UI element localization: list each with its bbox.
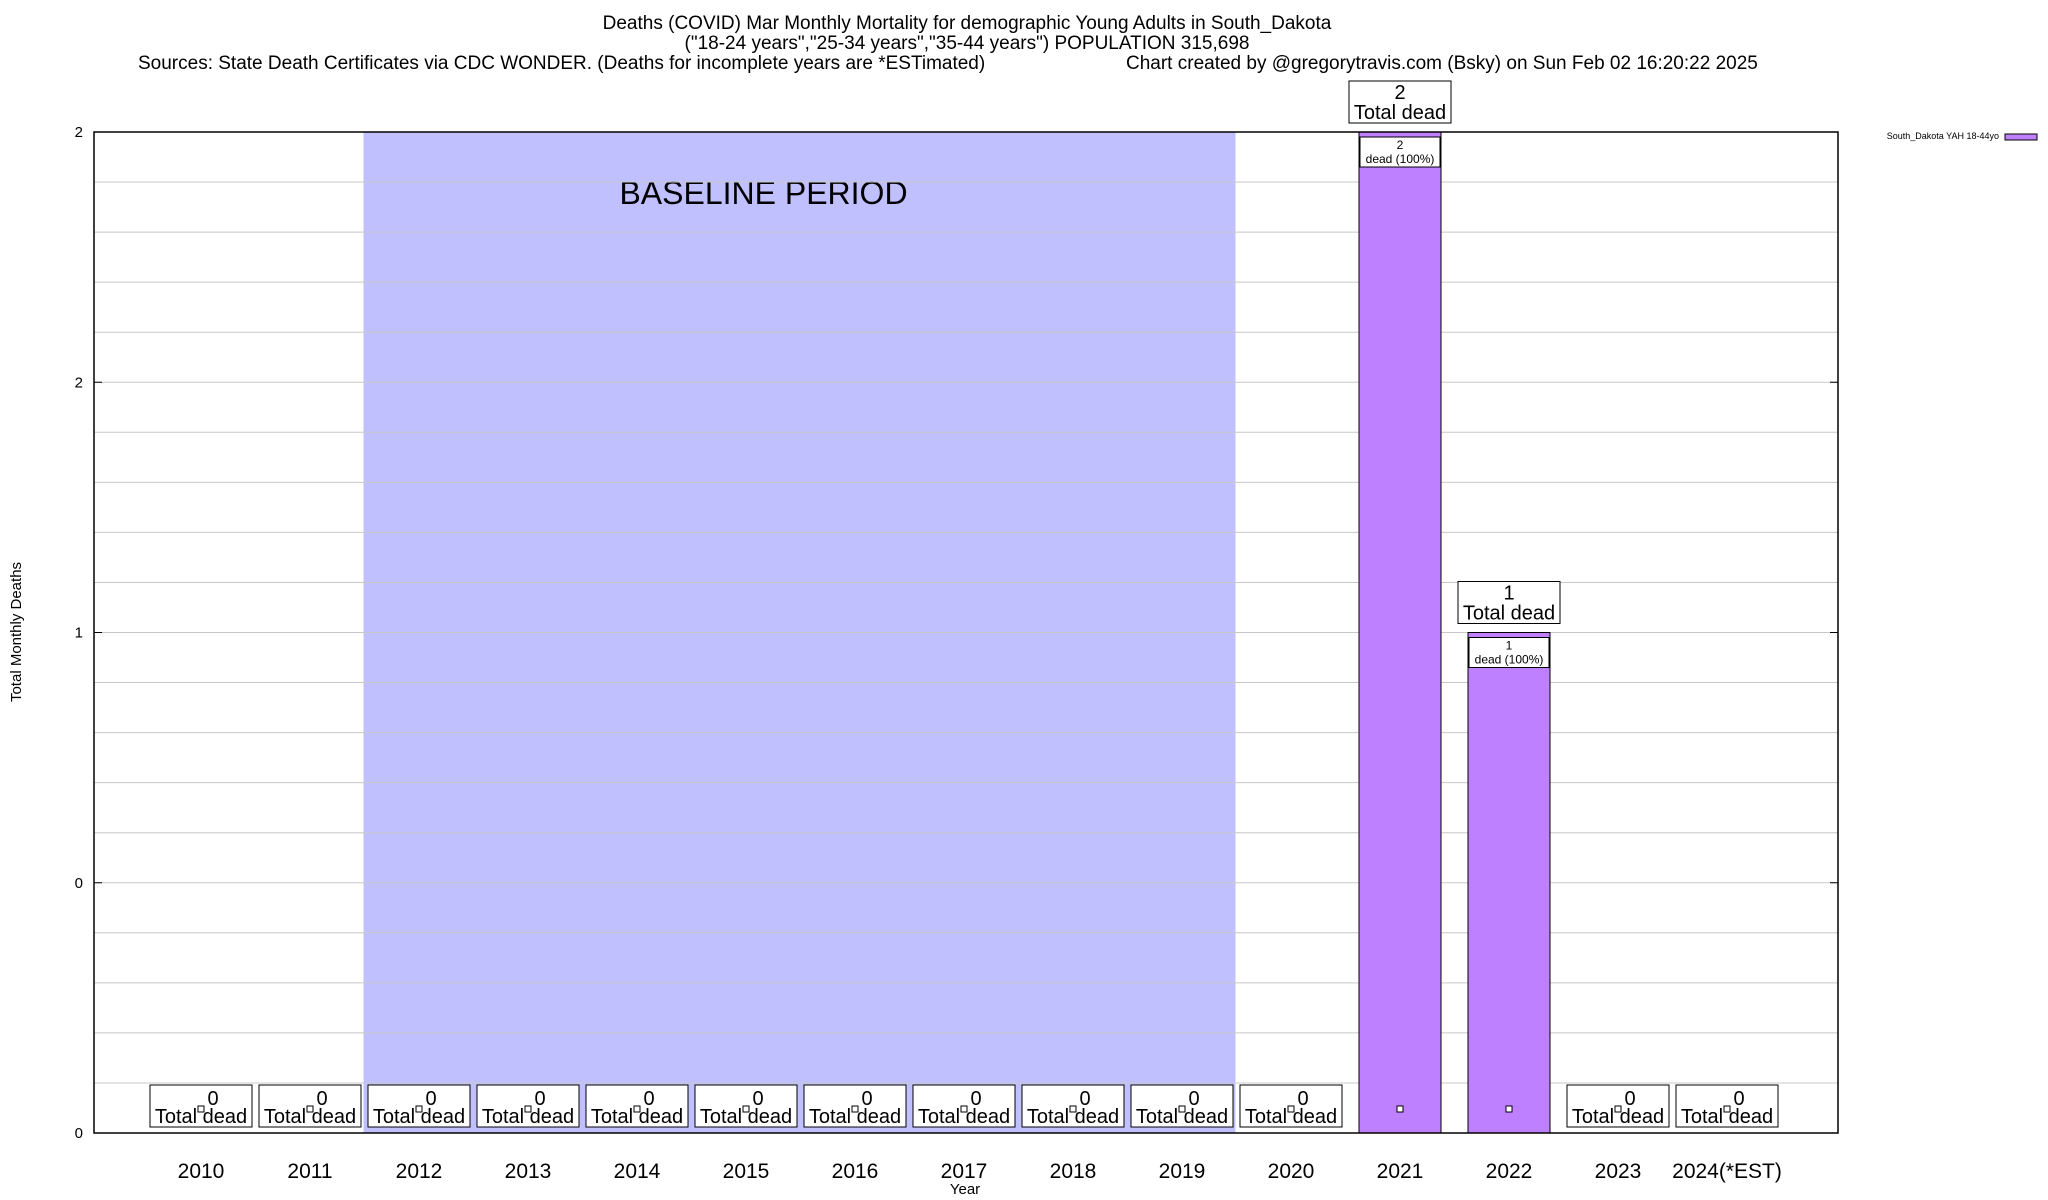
inner-label-count: 1 [1506,639,1513,653]
total-label-caption: Total dead [155,1106,247,1128]
inner-label-box [1359,136,1441,168]
x-tick-label: 2017 [941,1160,988,1183]
inner-label-count: 2 [1397,138,1404,152]
x-marker [960,1105,968,1113]
x-tick-label: 2020 [1268,1160,1315,1183]
total-label-value: 0 [207,1088,218,1110]
total-label-caption: Total dead [1572,1106,1664,1128]
total-label-value: 0 [1188,1088,1199,1110]
x-marker [1178,1105,1186,1113]
x-marker [524,1105,532,1113]
x-tick-label: 2019 [1159,1160,1206,1183]
total-label-caption: Total dead [918,1106,1010,1128]
x-marker [197,1105,205,1113]
inner-label-text: dead (100%) [1366,152,1435,166]
x-marker [415,1105,423,1113]
y-axis-label: Total Monthly Deaths [8,562,25,702]
total-label-caption: Total dead [1245,1106,1337,1128]
total-label-box [1457,581,1561,624]
total-label-caption: Total dead [591,1106,683,1128]
x-tick-label: 2010 [178,1160,225,1183]
total-label-value: 0 [1624,1088,1635,1110]
x-tick-label: 2014 [614,1160,661,1183]
total-label-caption: Total dead [264,1106,356,1128]
chart-credit: Chart created by @gregorytravis.com (Bsk… [1126,53,1758,74]
baseline-label: BASELINE PERIOD [619,175,907,211]
x-tick-label: 2023 [1595,1160,1642,1183]
total-label-value: 2 [1394,82,1405,104]
legend-swatch [2004,133,2038,141]
x-tick-label: 2018 [1050,1160,1097,1183]
x-tick-label: 2013 [505,1160,552,1183]
total-label-caption: Total dead [373,1106,465,1128]
x-tick-label: 2021 [1377,1160,1424,1183]
total-label-value: 0 [425,1088,436,1110]
total-label-caption: Total dead [1027,1106,1119,1128]
y-tick-label: 0 [75,875,83,892]
total-label-value: 0 [316,1088,327,1110]
total-label-value: 1 [1503,583,1514,605]
y-tick-label: 2 [75,124,83,141]
chart-sources: Sources: State Death Certificates via CD… [138,53,986,74]
y-tick-label: 2 [75,374,83,391]
inner-label-box [1468,637,1550,668]
total-label-box [1021,1084,1125,1128]
x-tick-label: 2011 [287,1160,332,1183]
x-marker [633,1105,641,1113]
x-marker [306,1105,314,1113]
legend-label: South_Dakota YAH 18-44yo [1887,131,1999,141]
total-label-caption: Total dead [1463,603,1555,625]
total-label-value: 0 [861,1088,872,1110]
total-label-value: 0 [1733,1088,1744,1110]
bar [1358,131,1442,1134]
total-label-caption: Total dead [1354,102,1446,124]
x-tick-label: 2012 [396,1160,443,1183]
total-label-caption: Total dead [482,1106,574,1128]
x-marker [1287,1105,1295,1113]
y-tick-label: 0 [75,1125,83,1142]
x-marker [1396,1105,1404,1113]
total-label-value: 0 [970,1088,981,1110]
total-label-value: 0 [752,1088,763,1110]
chart-subtitle: ("18-24 years","25-34 years","35-44 year… [684,33,1250,54]
x-tick-label: 2015 [723,1160,770,1183]
x-marker [742,1105,750,1113]
total-label-caption: Total dead [809,1106,901,1128]
chart-title: Deaths (COVID) Mar Monthly Mortality for… [602,13,1332,34]
x-tick-label: 2024(*EST) [1672,1160,1782,1183]
y-tick-label: 1 [75,625,83,642]
total-label-value: 0 [1079,1088,1090,1110]
x-tick-label: 2022 [1486,1160,1533,1183]
total-label-caption: Total dead [700,1106,792,1128]
bar [1467,632,1551,1134]
x-marker [851,1105,859,1113]
x-axis-label: Year [950,1181,980,1198]
total-label-caption: Total dead [1136,1106,1228,1128]
x-marker [1069,1105,1077,1113]
total-label-value: 0 [534,1088,545,1110]
legend: South_Dakota YAH 18-44yo [1887,131,2038,141]
x-marker [1505,1105,1513,1113]
total-label-box [1348,80,1452,124]
total-label-value: 0 [643,1088,654,1110]
total-label-value: 0 [1297,1088,1308,1110]
x-tick-label: 2016 [832,1160,879,1183]
x-marker [1614,1105,1622,1113]
x-marker [1723,1105,1731,1113]
bars-layer [1358,131,1551,1134]
inner-label-text: dead (100%) [1475,653,1544,667]
total-label-caption: Total dead [1681,1106,1773,1128]
